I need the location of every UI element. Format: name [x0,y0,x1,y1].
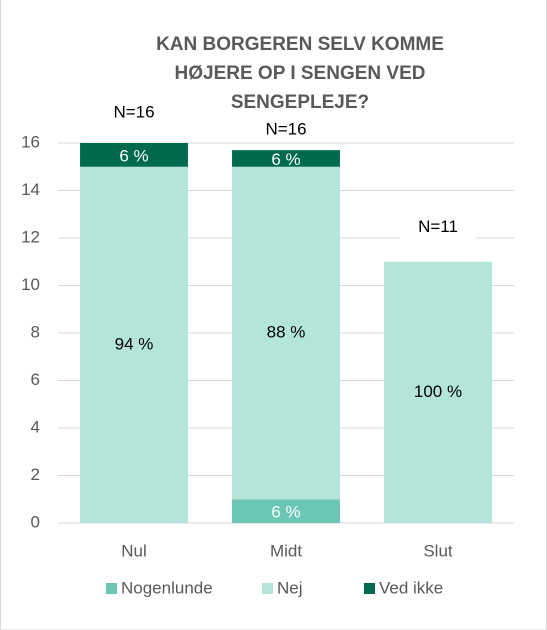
bar-segment [232,150,340,167]
legend-swatch [106,583,117,594]
annotation: N=11 [418,217,458,236]
chart-title: SENGEPLEJE? [231,92,369,113]
y-tick-label: 4 [31,417,40,436]
legend-label: Ved ikke [379,578,443,597]
legend-swatch [364,583,375,594]
bar-segment [232,499,340,523]
annotation: N=16 [113,102,154,121]
data-label: 6 % [271,150,300,169]
chart-title: HØJERE OP I SENGEN VED [175,63,426,84]
bar-segment [232,166,340,500]
bar-segment [80,166,188,523]
data-label: 6 % [271,503,300,522]
data-label: 6 % [119,146,148,165]
data-label: 88 % [267,322,306,341]
y-tick-label: 10 [21,275,40,294]
bar-segment [80,143,188,167]
x-tick-label: Nul [121,541,147,560]
legend-label: Nogenlunde [121,578,213,597]
y-tick-label: 6 [31,370,40,389]
y-tick-label: 0 [31,512,40,531]
legend-swatch [262,583,273,594]
data-label: 100 % [414,382,462,401]
bar-segment [384,261,492,523]
data-label: 94 % [115,334,154,353]
annotation-bg [400,215,476,240]
x-tick-label: Slut [423,541,453,560]
chart-title: KAN BORGEREN SELV KOMME [156,34,444,55]
annotation-bg [248,118,324,143]
y-tick-label: 16 [21,132,40,151]
y-tick-label: 14 [21,180,40,199]
y-tick-label: 12 [21,227,40,246]
y-tick-label: 2 [31,465,40,484]
annotation-bg [96,101,172,125]
annotation: N=16 [265,120,306,139]
y-tick-label: 8 [31,322,40,341]
x-tick-label: Midt [270,541,302,560]
legend-label: Nej [277,578,303,597]
